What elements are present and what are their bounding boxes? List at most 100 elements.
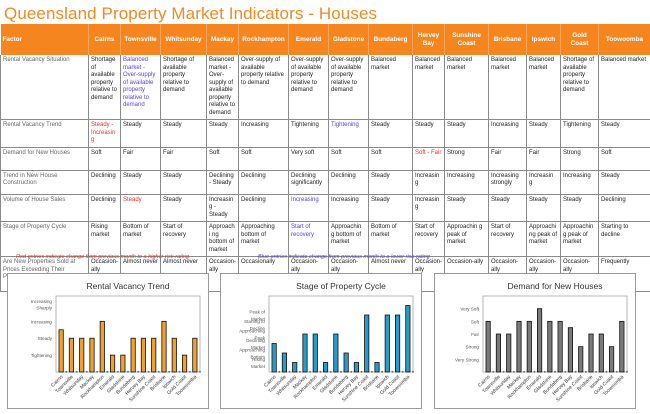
x-tick-mark <box>158 371 160 373</box>
table-cell: Increasing strongly <box>488 170 527 195</box>
table-cell: Steady <box>444 119 489 148</box>
bar-bundaberg <box>130 337 136 373</box>
table-cell: Steady <box>368 119 413 148</box>
table-cell: Steady <box>160 194 207 222</box>
factor-label: Demand for New Houses <box>0 147 89 171</box>
table-cell: Balanced market <box>488 55 527 120</box>
table-cell: Start of recovery <box>412 221 445 257</box>
bar-sunshine-coast <box>151 337 157 373</box>
bar-bundaberg <box>557 320 563 373</box>
chart-title: Rental Vacancy Trend <box>87 281 170 291</box>
column-header-factor: Factor <box>0 24 89 55</box>
table-cell: Steady <box>120 170 161 195</box>
table-header-row: Factor Cairns Townsville Whitsunday Mackay Ro… <box>0 24 650 55</box>
table-cell: Soft <box>368 147 413 171</box>
chart-title: Demand for New Houses <box>508 281 603 291</box>
column-header-gold-coast: Gold Coast <box>560 24 599 55</box>
x-tick-mark <box>147 371 150 373</box>
bar-gold-coast <box>182 354 188 373</box>
x-tick-mark <box>319 371 322 373</box>
bar-ipswich <box>171 337 177 373</box>
bar-cairns <box>271 343 277 373</box>
table-row: Rental Vacancy Trend Steady - Increasing S… <box>0 119 650 148</box>
table-cell: Increasing <box>444 170 489 195</box>
table-cell: Increasin g <box>412 194 445 222</box>
x-tick-mark <box>391 371 394 373</box>
table-cell: Approachin g peak of market <box>560 221 599 257</box>
table-cell: Steady <box>444 194 489 222</box>
bar-townsville <box>495 333 501 373</box>
bar-mackay <box>89 337 95 373</box>
x-tick-mark <box>523 371 525 373</box>
bar-ipswich <box>384 314 390 373</box>
bar-whitsunday <box>79 337 85 373</box>
bar-sunshine-coast <box>364 314 370 373</box>
plot-area <box>268 295 414 373</box>
table-cell: Steady <box>488 194 527 222</box>
x-tick-mark <box>137 371 140 373</box>
table-cell: Over-supply of available property relati… <box>238 55 289 120</box>
bar-gladstone <box>120 354 126 373</box>
table-cell: Balanced market <box>444 55 489 120</box>
y-tick-label: Very Strong <box>455 357 479 362</box>
y-tick-label: Declining Market <box>246 338 266 350</box>
column-header-sunshine-coast: Sunshine Coast <box>444 24 489 55</box>
bar-hervey-bay <box>140 337 146 373</box>
column-header-ipswich: Ipswich <box>526 24 561 55</box>
table-cell: Tightening <box>288 119 329 148</box>
x-tick-mark <box>554 371 556 373</box>
blue-entries-note: Blue entries indicate change from previo… <box>258 254 430 260</box>
table-cell: Strong <box>560 147 599 171</box>
plot-area <box>482 295 628 373</box>
x-tick-mark <box>96 371 98 373</box>
x-tick-mark <box>605 371 608 373</box>
table-cell: Bottom of market <box>368 221 413 257</box>
table-cell: Balanced market <box>368 55 413 120</box>
table-cell: Soft <box>598 147 650 171</box>
table-cell: Declining <box>598 194 650 222</box>
factor-label: Rental Vacancy Trend <box>0 119 89 148</box>
x-tick-mark <box>299 371 301 373</box>
table-cell: Steady <box>206 119 239 148</box>
x-tick-mark <box>350 371 353 373</box>
x-tick-mark <box>199 371 201 373</box>
column-header-bundaberg: Bundaberg <box>368 24 413 55</box>
table-cell: Fair <box>526 147 561 171</box>
table-cell: Soft <box>88 147 121 171</box>
x-tick-mark <box>513 371 515 373</box>
table-cell: Fair <box>160 147 207 171</box>
x-tick-mark <box>401 371 404 373</box>
table-cell: Declining significantly <box>288 170 329 195</box>
table-cell: Increasin g <box>526 170 561 195</box>
table-cell: Start of recovery <box>288 221 329 257</box>
factor-label: Trend in New House Construction <box>0 170 89 195</box>
x-tick-mark <box>278 371 281 373</box>
bar-gladstone <box>547 320 553 373</box>
factor-label: Rental Vacancy Situation <box>0 55 89 120</box>
x-tick-mark <box>288 371 291 373</box>
table-row: Stage of Property Cycle Rising market Bott… <box>0 221 650 257</box>
table-cell: Fair <box>120 147 161 171</box>
table-row: Trend in New House Construction Declining… <box>0 170 650 195</box>
column-header-mackay: Mackay <box>206 24 239 55</box>
indicators-table: Factor Cairns Townsville Whitsunday Mackay Ro… <box>0 24 650 292</box>
x-tick-mark <box>564 371 567 373</box>
x-tick-mark <box>340 371 342 373</box>
table-cell: Strong <box>444 147 489 171</box>
table-cell: Tightening <box>560 119 599 148</box>
page-title: Queensland Property Market Indicators - … <box>4 4 378 23</box>
table-cell: Declining - Steady <box>206 170 239 195</box>
table-cell: Steady - Increasing <box>88 119 121 148</box>
bar-townsville <box>68 337 74 373</box>
y-tick-label: Strong <box>465 345 479 350</box>
bar-brisbane <box>588 333 594 373</box>
x-tick-mark <box>381 371 383 373</box>
red-entries-note: Red entries indicate change from previou… <box>16 254 190 260</box>
demand-for-new-houses-svg: Demand for New Houses Very Strong Strong Fa… <box>455 281 628 403</box>
y-tick-label: Very Soft <box>460 307 479 312</box>
x-tick-mark <box>626 371 628 373</box>
bar-toowoomba <box>405 305 411 373</box>
table-cell: Starting to decline <box>598 221 650 257</box>
bar-rockhampton <box>312 333 318 373</box>
